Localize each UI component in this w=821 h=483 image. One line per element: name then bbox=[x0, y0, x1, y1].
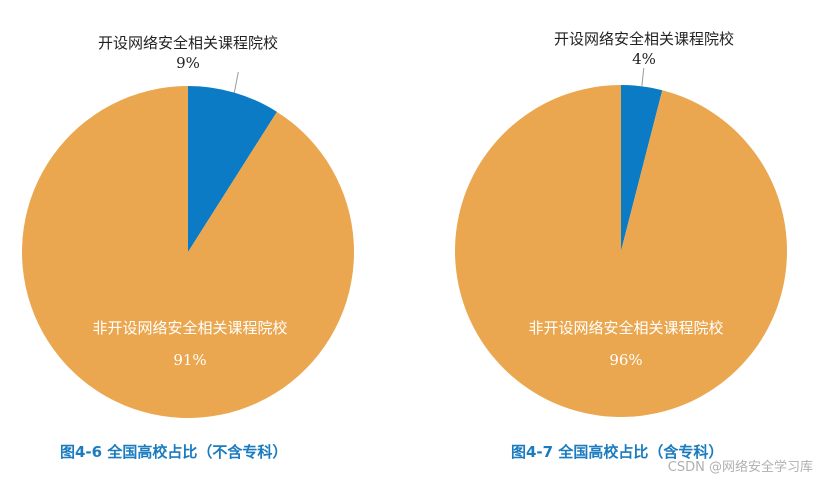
caption-right: 图4-7 全国高校占比（含专科） bbox=[511, 443, 724, 461]
watermark: CSDN @网络安全学习库 bbox=[667, 460, 813, 475]
leader-line bbox=[233, 71, 239, 93]
slice-open-courses bbox=[188, 86, 277, 252]
right-slice2-name: 非开设网络安全相关课程院校 bbox=[528, 319, 724, 337]
slice-no-courses bbox=[455, 85, 787, 417]
left-slice2-name: 非开设网络安全相关课程院校 bbox=[92, 319, 288, 337]
left-slice1-pct: 9% bbox=[176, 54, 200, 72]
caption-left: 图4-6 全国高校占比（不含专科） bbox=[60, 443, 288, 461]
right-slice1-name: 开设网络安全相关课程院校 bbox=[553, 30, 734, 48]
slice-no-courses bbox=[21, 86, 354, 418]
leader-line bbox=[641, 67, 645, 87]
right-slice1-pct: 4% bbox=[632, 50, 656, 68]
pie-chart-left bbox=[21, 71, 354, 418]
left-slice1-name: 开设网络安全相关课程院校 bbox=[97, 34, 278, 52]
right-slice2-pct: 96% bbox=[609, 351, 643, 369]
left-slice2-pct: 91% bbox=[173, 351, 207, 369]
slice-open-courses bbox=[621, 85, 663, 251]
pie-chart-right bbox=[455, 67, 787, 417]
